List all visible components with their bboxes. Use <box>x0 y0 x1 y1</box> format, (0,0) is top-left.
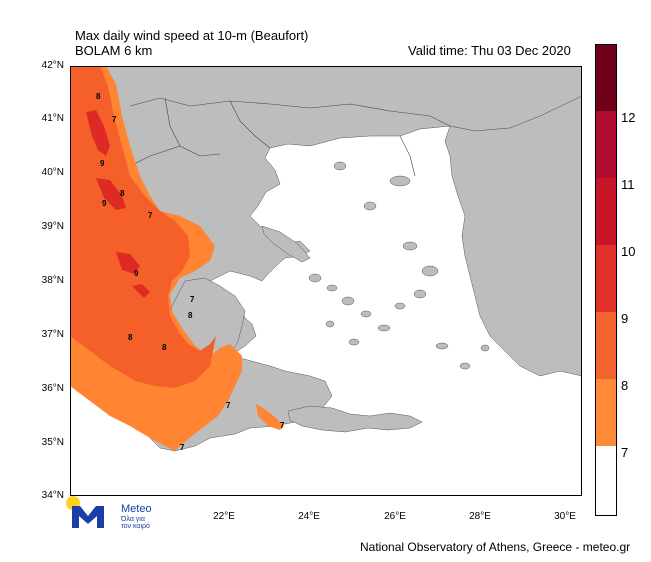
contour-label: 8 <box>162 343 167 352</box>
contour-label: 9 <box>102 199 107 208</box>
contour-label: 7 <box>226 401 231 410</box>
lon-label: 22°E <box>213 511 235 522</box>
contour-label: 8 <box>120 189 125 198</box>
colorbar-label: 8 <box>621 378 629 393</box>
lat-label: 40°N <box>41 167 64 178</box>
contour-label: 7 <box>112 115 117 124</box>
contour-label: 7 <box>280 421 285 430</box>
country-borders <box>129 97 451 177</box>
contour-label: 9 <box>100 159 105 168</box>
colorbar-label: 11 <box>621 177 635 192</box>
euboea <box>261 225 311 263</box>
colorbar-band <box>595 44 617 111</box>
logo-tagline: Όλα για <box>121 516 145 523</box>
map-frame <box>70 66 582 496</box>
logo-tagline: τον καιρό <box>121 523 150 530</box>
lat-label: 42°N <box>41 60 64 71</box>
contour-label: 8 <box>96 92 101 101</box>
colorbar-band <box>595 312 617 379</box>
lat-label: 36°N <box>41 383 64 394</box>
lon-label: 28°E <box>469 511 491 522</box>
lat-label: 38°N <box>41 275 64 286</box>
footer-credit: National Observatory of Athens, Greece -… <box>360 540 631 554</box>
contour-label: 7 <box>180 443 185 452</box>
lon-label: 30°E <box>554 511 576 522</box>
lon-label: 24°E <box>298 511 320 522</box>
lon-label: 26°E <box>384 511 406 522</box>
colorbar-label: 7 <box>621 445 629 460</box>
lat-label: 39°N <box>41 221 64 232</box>
colorbar-label: 9 <box>621 311 629 326</box>
colorbar-label: 12 <box>621 110 636 125</box>
logo-name: Meteo <box>121 503 152 515</box>
anatolia <box>444 95 582 377</box>
contour-label: 8 <box>128 333 133 342</box>
contour-label: 9 <box>134 269 139 278</box>
meteo-m-icon <box>66 496 104 528</box>
crete <box>287 405 423 433</box>
contour-label: 8 <box>188 311 193 320</box>
meteo-logo: Meteo Όλα για τον καιρό <box>64 494 164 530</box>
colorbar-band <box>595 245 617 312</box>
colorbar-band <box>595 178 617 245</box>
aegean-islands <box>308 161 490 370</box>
colorbar-band <box>595 379 617 446</box>
map-title: Max daily wind speed at 10-m (Beaufort) <box>75 28 309 43</box>
model-subtitle: BOLAM 6 km <box>75 43 153 58</box>
colorbar-band <box>595 111 617 178</box>
wind-bf9-areas <box>86 110 150 298</box>
contour-label: 7 <box>148 211 153 220</box>
wind-map: 8 7 9 8 9 7 9 7 8 8 8 7 7 7 <box>70 66 582 496</box>
contour-label: 7 <box>190 295 195 304</box>
colorbar <box>595 44 617 516</box>
colorbar-label: 10 <box>621 244 636 259</box>
lat-label: 37°N <box>41 329 64 340</box>
valid-time: Valid time: Thu 03 Dec 2020 <box>408 43 571 58</box>
lat-label: 35°N <box>41 437 64 448</box>
lat-label: 41°N <box>41 113 64 124</box>
lat-label: 34°N <box>41 490 64 501</box>
colorbar-band <box>595 446 617 516</box>
wind-bf7-area-crete <box>256 404 284 430</box>
